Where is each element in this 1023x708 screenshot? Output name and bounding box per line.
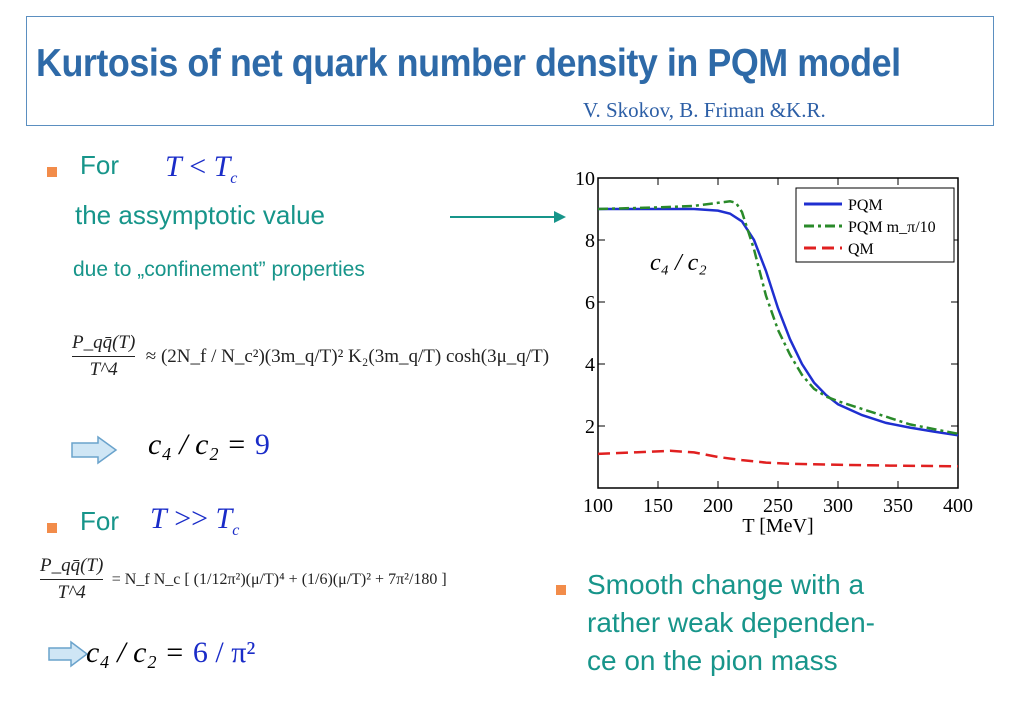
x-tick-label: 350 [883, 495, 913, 517]
bullet1-line2: the assymptotic value [75, 200, 326, 230]
x-tick-label: 300 [823, 495, 853, 517]
y-tick-label: 4 [585, 354, 595, 376]
x-tick-label: 100 [583, 495, 613, 517]
legend-label: PQM m_π/10 [848, 219, 936, 236]
series-line [597, 449, 959, 468]
bullet1-line3: due to „confinement” properties [73, 258, 365, 281]
bullet3-line: Smooth change with a [587, 569, 865, 600]
formula2-lhs-den: T^4 [57, 582, 86, 603]
result1-value: 9 [254, 428, 270, 461]
series-line [597, 200, 959, 436]
result2-value: 6 / π² [192, 636, 256, 669]
slide-title: Kurtosis of net quark number density in … [36, 42, 901, 85]
result-arrow-icon [48, 640, 89, 668]
result1: c₄ / c₂ = 9 [148, 428, 270, 462]
bullet2-condition: T >> Tc [150, 502, 240, 539]
bullet-marker [47, 523, 57, 533]
x-tick-label: 200 [703, 495, 733, 517]
bullet3-line: ce on the pion mass [587, 645, 838, 676]
bullet3-line: rather weak dependen- [587, 607, 875, 638]
result2: c₄ / c₂ = 6 / π² [86, 636, 255, 670]
title-frame [26, 16, 994, 126]
slide-authors: V. Skokov, B. Friman &K.R. [583, 98, 826, 122]
formula1: P_qq̄(T) T^4 ≈ (2N_f / N_c²)(3m_q/T)² K₂… [72, 332, 549, 381]
bullet1-condition: T < Tc [165, 150, 238, 187]
result-arrow-icon [71, 435, 118, 465]
y-tick-label: 2 [585, 416, 595, 438]
legend-label: PQM [848, 197, 883, 214]
y-tick-label: 10 [575, 168, 595, 190]
bullet1-label: For [80, 150, 119, 180]
legend-box [795, 187, 955, 263]
x-tick-label: 150 [643, 495, 673, 517]
formula2-rhs: = N_f N_c [ (1/12π²)(μ/T)⁴ + (1/6)(μ/T)²… [111, 570, 447, 588]
x-tick-label: 400 [943, 495, 973, 517]
formula2: P_qq̄(T) T^4 = N_f N_c [ (1/12π²)(μ/T)⁴ … [40, 555, 447, 604]
formula1-lhs-num: P_qq̄(T) [72, 332, 136, 353]
arrow-to-chart [450, 211, 566, 223]
legend-label: QM [848, 241, 874, 258]
formula1-lhs-den: T^4 [89, 359, 118, 380]
y-tick-label: 8 [585, 230, 595, 252]
chart-annotation: c₄ / c₂ [650, 250, 707, 276]
formula2-lhs-num: P_qq̄(T) [40, 555, 104, 576]
result2-lhs: c₄ / c₂ = [86, 636, 185, 669]
kurtosis-chart: 100 150 200 250 300 350 400 2 4 6 8 10 T [MeV] c₄ / c… [575, 168, 973, 537]
x-tick-label: 250 [763, 495, 793, 517]
bullet-marker [556, 585, 566, 595]
y-tick-label: 6 [585, 292, 595, 314]
bullet-marker [47, 167, 57, 177]
series-line [598, 207, 959, 437]
x-axis-label: T [MeV] [742, 515, 813, 537]
bullet3-text: Smooth change with a rather weak depende… [587, 566, 875, 680]
formula1-rhs: ≈ (2N_f / N_c²)(3m_q/T)² K₂(3m_q/T) cosh… [145, 345, 550, 367]
result1-lhs: c₄ / c₂ = [148, 428, 247, 461]
bullet2-label: For [80, 506, 119, 536]
